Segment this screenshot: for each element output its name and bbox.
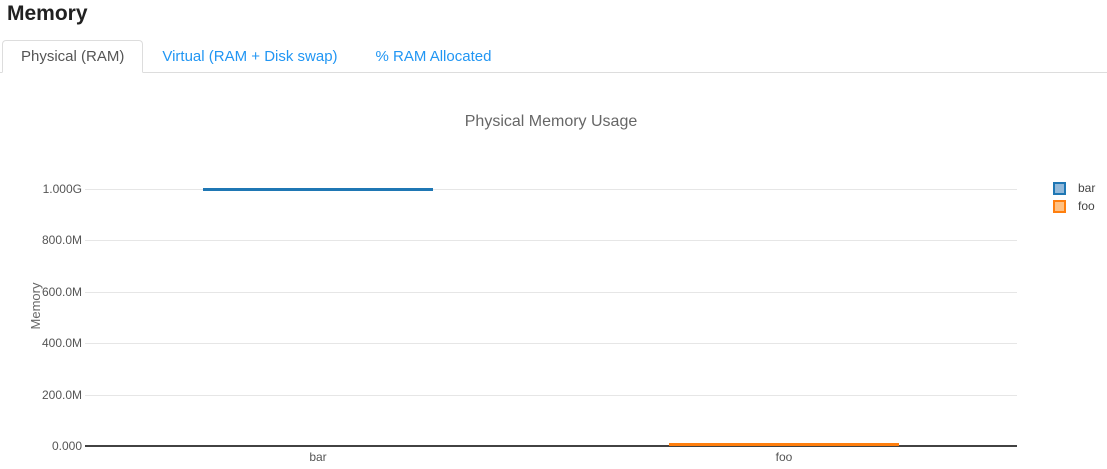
memory-usage-chart: Physical Memory Usage Memory 0.000 200.0M…	[0, 73, 1107, 469]
gridline-1-000g	[85, 189, 1017, 190]
y-tick-0-000: 0.000	[51, 439, 82, 453]
y-tick-600-0m: 600.0M	[41, 285, 82, 299]
y-tick-800-0m: 800.0M	[41, 233, 82, 247]
chart-title: Physical Memory Usage	[464, 113, 638, 130]
legend-item-bar[interactable]: bar	[1053, 182, 1095, 195]
gridline-600-0m	[85, 292, 1017, 293]
tab-physical-ram[interactable]: Physical (RAM)	[2, 40, 144, 73]
tab-ram-allocated[interactable]: % RAM Allocated	[375, 48, 492, 65]
x-tick-bar: bar	[309, 450, 327, 464]
gridline-200-0m	[85, 395, 1017, 396]
bar-segment-foo	[669, 443, 899, 446]
x-axis-line	[85, 445, 1017, 447]
bar-segment-bar	[203, 188, 433, 191]
gridline-800-0m	[85, 240, 1017, 241]
x-tick-foo: foo	[775, 450, 793, 464]
page-title: Memory	[7, 2, 88, 25]
y-tick-400-0m: 400.0M	[41, 336, 82, 350]
legend: bar foo	[1053, 182, 1095, 218]
legend-item-foo[interactable]: foo	[1053, 200, 1095, 213]
legend-label-foo: foo	[1078, 199, 1095, 213]
legend-swatch-bar	[1053, 182, 1066, 195]
gridline-400-0m	[85, 343, 1017, 344]
y-tick-1-000g: 1.000G	[42, 182, 82, 196]
y-tick-200-0m: 200.0M	[41, 388, 82, 402]
tab-virtual-ram-disk-swap[interactable]: Virtual (RAM + Disk swap)	[162, 48, 338, 65]
tab-bar: Physical (RAM) Virtual (RAM + Disk swap)%…	[0, 40, 1107, 73]
legend-swatch-foo	[1053, 200, 1066, 213]
legend-label-bar: bar	[1078, 181, 1096, 195]
